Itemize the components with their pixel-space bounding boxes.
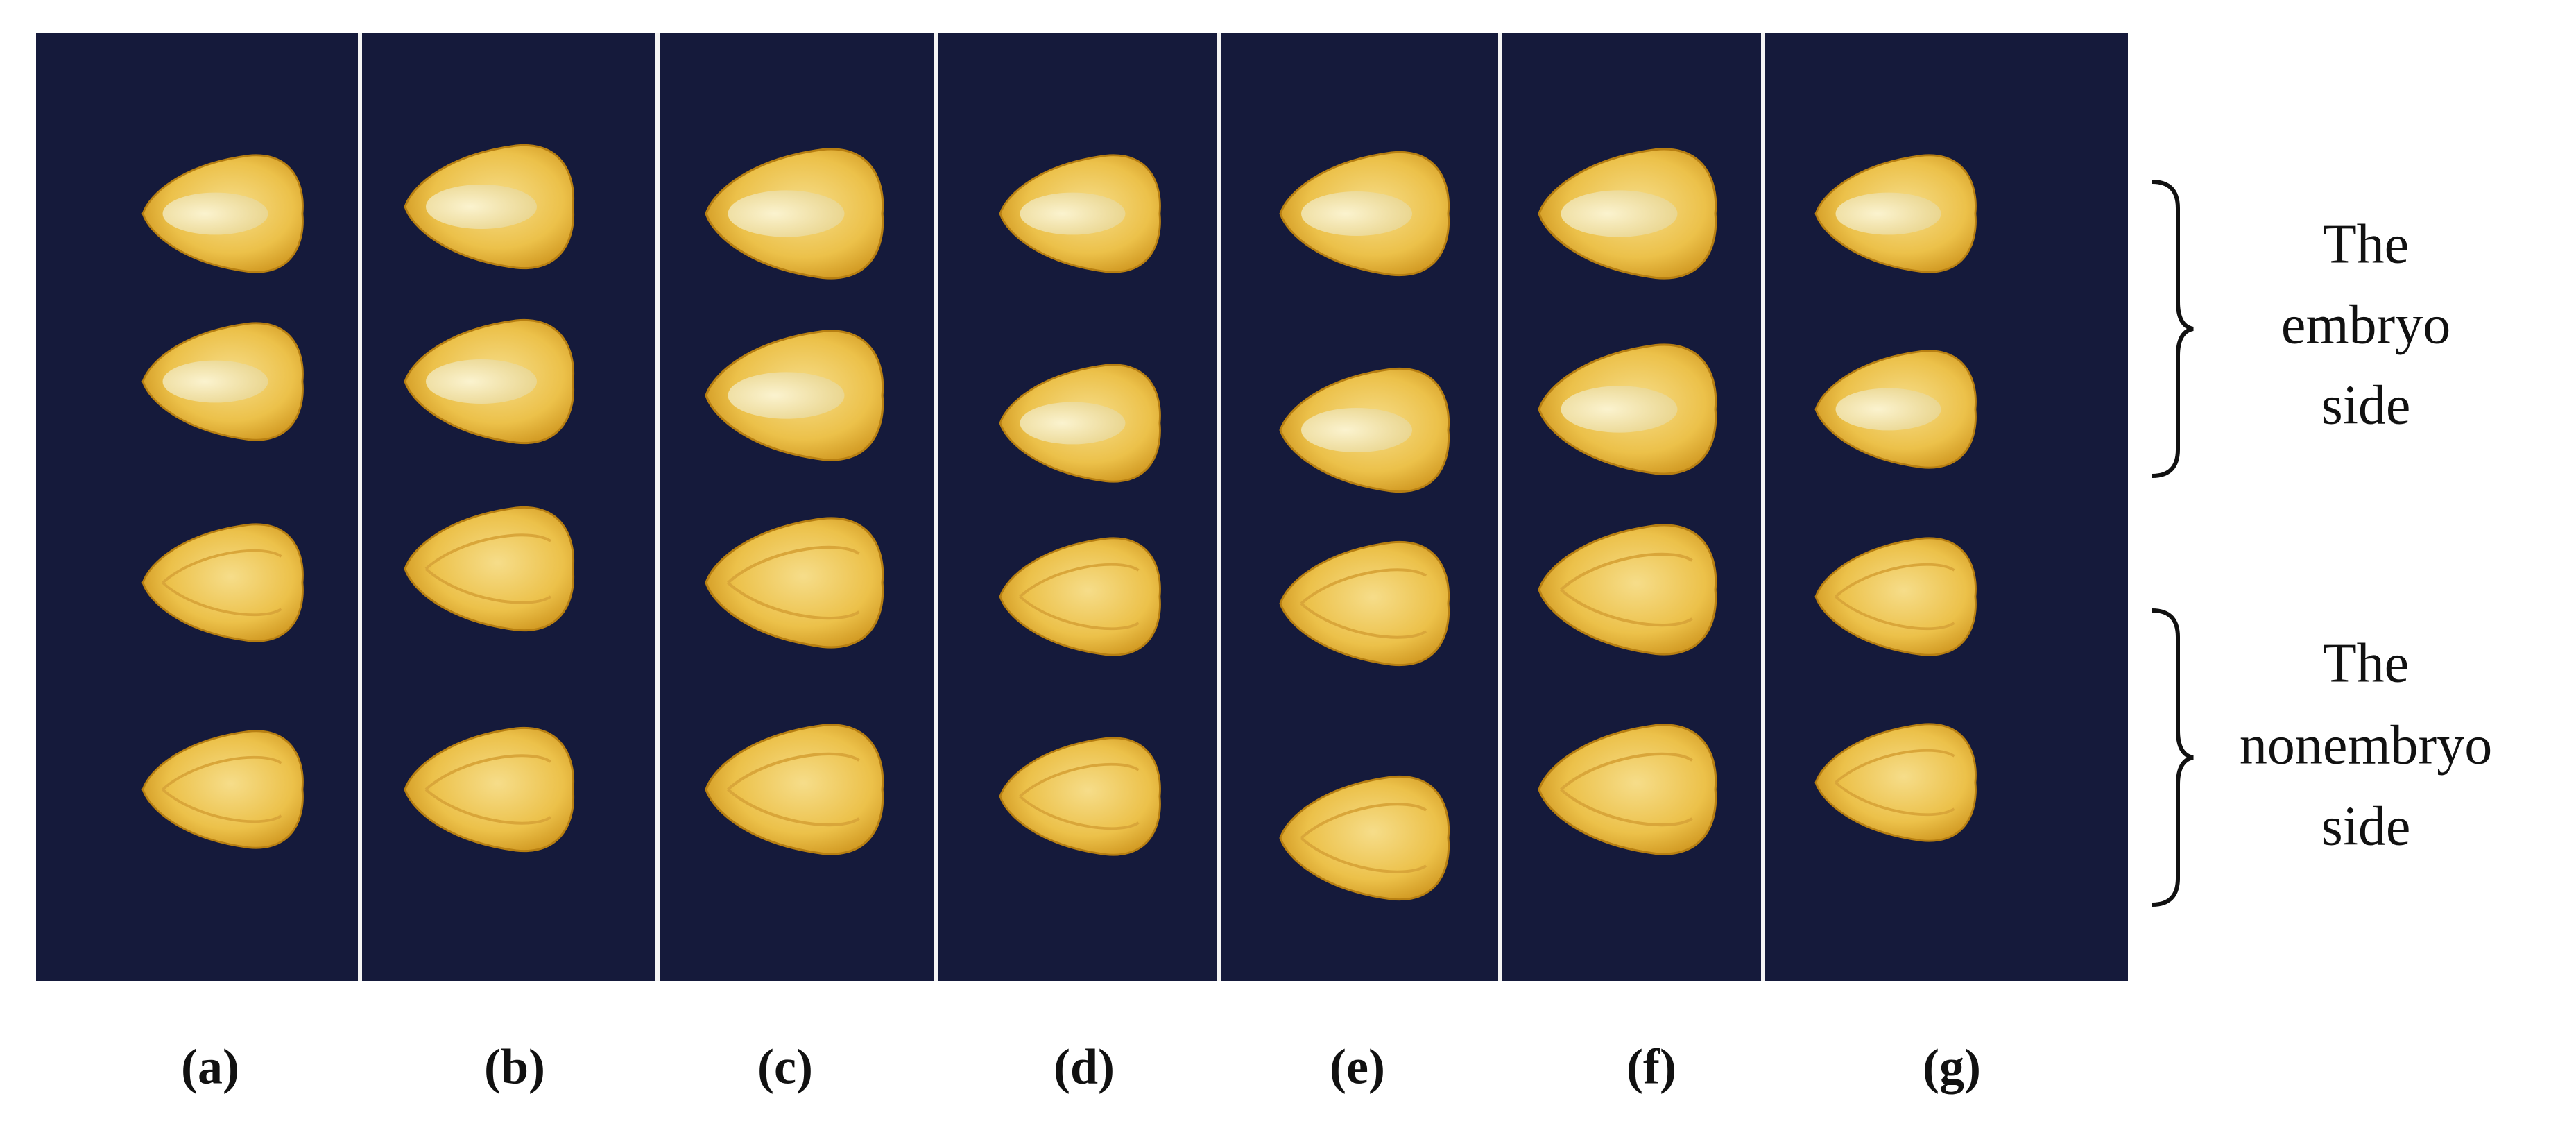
kernel-ridge: [1835, 749, 1955, 817]
kernel-ridge: [727, 545, 860, 620]
kernel-embryo: [1020, 192, 1126, 235]
kernel-embryo: [728, 372, 845, 419]
kernel-body: [999, 737, 1161, 856]
kernel: [1279, 540, 1450, 667]
kernels: [141, 144, 1977, 901]
kernel-ridge: [1300, 568, 1427, 639]
kernel-ridge: [1560, 752, 1693, 827]
kernel: [404, 506, 575, 632]
kernel-body: [1538, 524, 1717, 656]
kernel-ridge: [1019, 563, 1140, 631]
panel-label: (f): [1626, 1039, 1676, 1095]
kernel: [141, 154, 304, 273]
kernel-body: [141, 730, 304, 849]
side-label: The: [2323, 633, 2409, 694]
panel-label: (b): [484, 1039, 545, 1095]
kernel-ridge: [1300, 803, 1427, 873]
kernel: [1814, 350, 1977, 469]
panel-label: (e): [1330, 1039, 1385, 1095]
kernel-embryo: [1301, 191, 1412, 236]
kernel-body: [1814, 537, 1977, 656]
kernel-body: [999, 537, 1161, 656]
kernel-embryo: [162, 360, 268, 403]
kernel-ridge: [1019, 762, 1140, 830]
kernel-body: [1279, 775, 1450, 901]
panel-label: (g): [1923, 1039, 1981, 1095]
kernel: [404, 318, 575, 445]
kernel: [999, 154, 1161, 273]
panel-label: (d): [1054, 1039, 1115, 1095]
kernel-embryo: [426, 359, 537, 404]
kernel: [1279, 367, 1450, 493]
kernel: [404, 726, 575, 853]
kernel: [999, 364, 1161, 483]
side-label: embryo: [2281, 294, 2450, 355]
kernel: [1538, 148, 1717, 280]
panel-label: (c): [757, 1039, 813, 1095]
kernel: [141, 322, 304, 441]
kernel-body: [1814, 723, 1977, 842]
kernel-ridge: [1560, 552, 1693, 627]
brace: [2152, 180, 2194, 478]
kernel: [1538, 524, 1717, 656]
kernel: [404, 144, 575, 270]
kernel: [1814, 154, 1977, 273]
kernel-embryo: [426, 185, 537, 229]
kernel: [999, 537, 1161, 656]
kernel-body: [705, 517, 884, 649]
side-label: side: [2321, 375, 2411, 436]
kernel: [1538, 724, 1717, 855]
kernel: [1279, 775, 1450, 901]
kernel-embryo: [1561, 190, 1678, 237]
panel-label: (a): [181, 1039, 239, 1095]
kernel-body: [1279, 540, 1450, 667]
kernel: [705, 724, 884, 855]
kernel-embryo: [1020, 402, 1126, 445]
kernel-embryo: [1301, 408, 1412, 452]
kernel: [141, 730, 304, 849]
kernel-ridge: [1835, 563, 1955, 631]
kernel-body: [705, 724, 884, 855]
side-label: The: [2323, 214, 2409, 275]
kernel: [705, 330, 884, 461]
kernel-embryo: [1835, 388, 1941, 431]
kernel-body: [1538, 724, 1717, 855]
separators: [358, 33, 1765, 981]
kernel-ridge: [727, 752, 860, 827]
kernel-body: [141, 523, 304, 642]
kernel-embryo: [1561, 386, 1678, 433]
kernel-embryo: [1835, 192, 1941, 235]
kernel-embryo: [728, 190, 845, 237]
kernel-ridge: [162, 755, 282, 823]
side-label: nonembryo: [2240, 715, 2492, 776]
kernel: [1279, 151, 1450, 277]
kernel: [705, 148, 884, 280]
kernel-embryo: [162, 192, 268, 235]
kernel: [705, 517, 884, 649]
kernel-body: [404, 726, 575, 853]
kernel-body: [404, 506, 575, 632]
kernel-ridge: [162, 549, 282, 617]
kernel-ridge: [424, 754, 552, 825]
labels: (a) (b) (c) (d) (e) (f) (g) The embryo side The non…: [181, 214, 2492, 1094]
kernel: [999, 737, 1161, 856]
kernel: [1814, 537, 1977, 656]
kernel-ridge: [424, 533, 552, 604]
brace: [2152, 608, 2194, 907]
kernel: [1538, 343, 1717, 475]
kernel: [1814, 723, 1977, 842]
kernel: [141, 523, 304, 642]
side-label: side: [2321, 796, 2411, 857]
